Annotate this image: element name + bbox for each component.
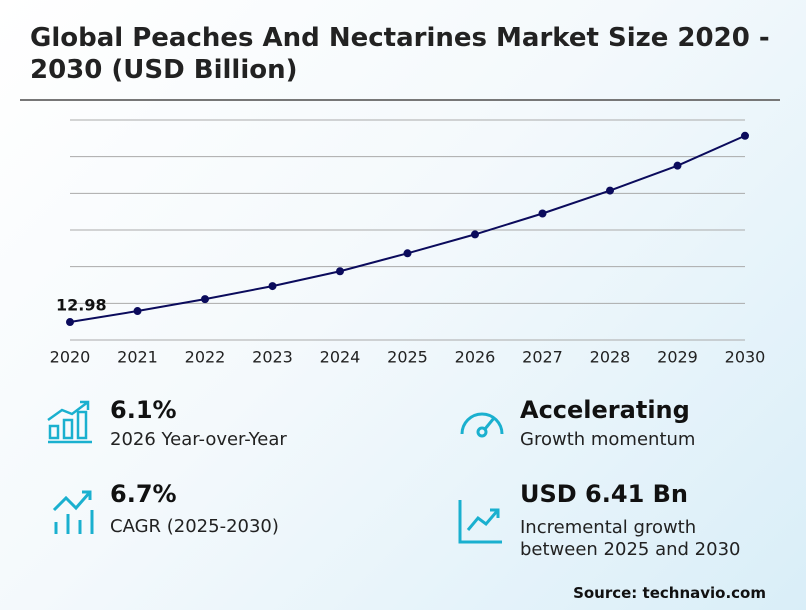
x-tick-label: 2025 [387,348,428,367]
point [336,267,344,276]
stat-label: 2026 Year-over-Year [110,429,287,450]
point [673,161,682,170]
line [69,134,746,324]
stat-label: Incremental growth [520,517,697,538]
bar-growth-icon [47,400,92,444]
trend-icon [458,500,502,544]
x-tick-label: 2022 [185,348,226,367]
source: Source: technavio.com [573,584,766,602]
x-tick-label: 2023 [252,348,293,367]
gauge-icon [460,412,504,438]
stat-value: 6.1% [110,396,177,424]
point [268,282,277,291]
x-tick-label: 2024 [320,348,361,367]
divider [20,99,780,101]
point [471,230,479,239]
x-tick-label: 2026 [455,348,496,367]
x-tick-label: 2028 [590,348,631,367]
chart-growth-icon [52,490,94,534]
point [538,209,547,218]
x-tick-label: 2029 [657,348,698,367]
data-label: 12.98 [56,296,107,315]
x-tick-label: 2027 [522,348,563,367]
point [741,131,749,140]
x-tick-label: 2030 [725,348,766,367]
point [403,249,412,258]
point [201,295,209,304]
x-tick-label: 2020 [50,348,91,367]
chart: 2020 2021 2022 2023 2024 2025 2026 2027 2028 2029… [50,119,766,367]
stat-value: Accelerating [520,396,690,424]
title: Global Peaches And Nectarines Market Siz… [30,23,770,85]
stat-value: USD 6.41 Bn [520,480,688,508]
stat-value: 6.7% [110,480,177,508]
stat-label: Growth momentum [520,429,696,450]
point [66,318,74,327]
x-tick-label: 2021 [117,348,158,367]
stat-label: between 2025 and 2030 [520,539,741,560]
stat-label: CAGR (2025-2030) [110,516,279,537]
point [606,186,614,195]
point [133,307,142,316]
